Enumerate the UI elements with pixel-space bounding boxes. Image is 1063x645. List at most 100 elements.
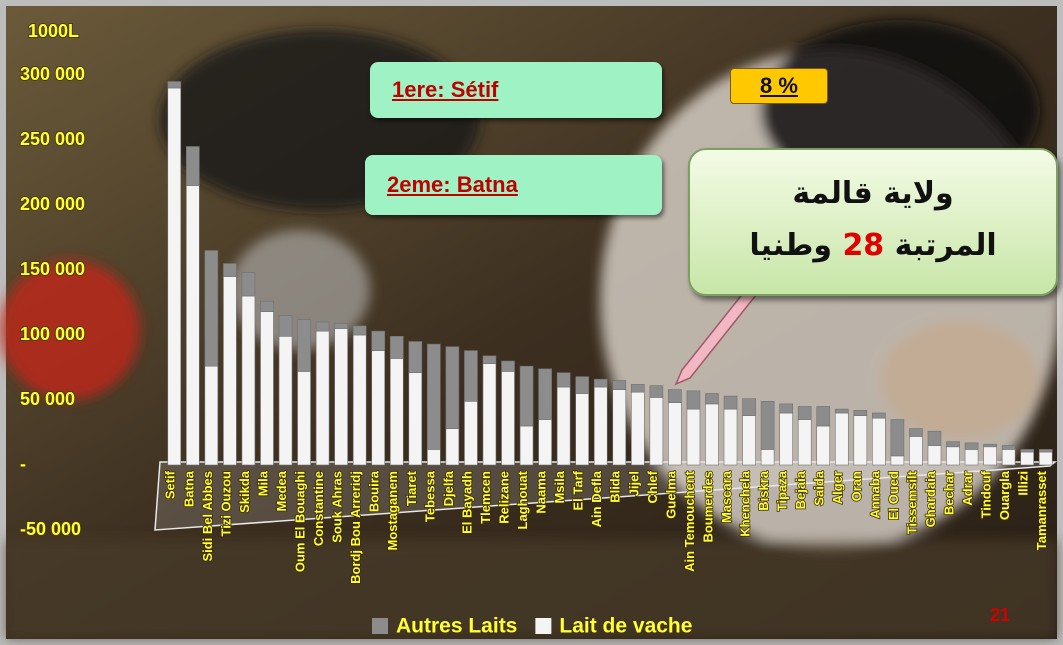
y-tick-label: -50 000 — [20, 519, 81, 539]
bar-segment — [297, 371, 311, 466]
bar-segment — [1038, 451, 1053, 466]
bar-segment — [1001, 445, 1016, 450]
bar-segment — [612, 389, 627, 466]
bar-segment — [445, 428, 460, 466]
bar-segment — [186, 146, 200, 186]
x-tick-label: Ouargla — [997, 470, 1012, 520]
x-tick-label: Tlemcen — [478, 471, 493, 524]
x-tick-label: Laghouat — [515, 470, 530, 529]
x-tick-label: Tamanrasset — [1034, 470, 1049, 550]
share-box: 8 % — [730, 68, 828, 104]
x-tick-label: Boumerdes — [700, 471, 715, 543]
bar-segment — [797, 419, 812, 466]
bar-segment — [519, 365, 534, 427]
x-tick-label: Tindouf — [979, 470, 994, 518]
bar-segment — [909, 436, 923, 466]
bar-segment — [389, 358, 404, 466]
y-tick-label: 100 000 — [20, 324, 85, 344]
bar-segment — [705, 403, 719, 466]
y-tick-label: - — [20, 454, 26, 474]
x-tick-label: Illizi — [1016, 471, 1031, 496]
bar-segment — [612, 380, 627, 390]
bar-segment — [315, 321, 330, 332]
callout-rank: 28 — [842, 228, 885, 263]
x-tick-label: Bechar — [941, 471, 956, 515]
bar-segment — [575, 393, 589, 466]
bar-segment — [964, 449, 979, 466]
bar-segment — [538, 368, 552, 420]
bar-segment — [723, 395, 738, 410]
x-tick-label: Biskra — [756, 470, 771, 511]
bar-segment — [575, 376, 589, 394]
bar-segment — [352, 334, 367, 466]
x-tick-label: Jijel — [626, 471, 641, 496]
x-tick-label: Tizi Ouzou — [218, 471, 233, 537]
bar-segment — [964, 442, 979, 450]
x-tick-label: Chlef — [645, 470, 660, 503]
callout-line2: المرتبة 28 وطنيا — [690, 220, 1056, 272]
bar-segment — [668, 389, 682, 403]
x-tick-label: Bejaia — [793, 470, 808, 509]
bar-segment — [946, 446, 960, 466]
bar-segment — [482, 363, 497, 466]
bar-segment — [223, 263, 237, 277]
x-tick-label: Sidi Bel Abbes — [200, 471, 215, 562]
x-tick-label: Mostaganem — [385, 471, 400, 550]
y-tick-label: 150 000 — [20, 259, 85, 279]
x-tick-label: El Tarf — [571, 470, 586, 510]
bar-segment — [834, 408, 849, 414]
bar-segment — [241, 295, 256, 466]
bar-segment — [167, 81, 182, 89]
y-tick-label: 200 000 — [20, 194, 85, 214]
bar-segment — [260, 300, 274, 312]
x-tick-label: Tissemsilt — [904, 470, 919, 534]
bar-segment — [742, 398, 756, 416]
callout-word: وطنيا — [749, 228, 832, 263]
bar-segment — [186, 185, 200, 466]
bar-segment — [760, 400, 775, 450]
bar-segment — [297, 319, 311, 372]
second-rank-box: 2eme: Batna — [365, 155, 662, 215]
bar-segment — [853, 410, 868, 416]
x-tick-label: Relizane — [496, 471, 511, 524]
x-tick-label: Oran — [849, 471, 864, 501]
bar-segment — [723, 408, 738, 466]
bar-segment — [167, 87, 182, 466]
bar-segment — [1038, 449, 1053, 453]
first-rank-box: 1ere: Sétif — [370, 62, 662, 118]
x-tick-label: Khenchela — [738, 470, 753, 537]
second-rank: 2eme: Batna — [387, 172, 518, 197]
x-tick-label: Adrar — [960, 471, 975, 506]
share: 8 % — [760, 73, 798, 98]
bar-segment — [927, 445, 942, 466]
bar-segment — [779, 412, 793, 466]
x-tick-label: El Bayadh — [459, 471, 474, 534]
x-tick-label: Batna — [181, 470, 196, 507]
bar-segment — [464, 350, 478, 402]
x-tick-label: Ghardaia — [923, 470, 938, 527]
bar-segment — [816, 406, 831, 427]
bar-segment — [686, 408, 701, 466]
first-rank: 1ere: Sétif — [392, 77, 499, 102]
bar-segment — [909, 428, 923, 437]
y-tick-label: 250 000 — [20, 129, 85, 149]
bar-segment — [983, 443, 997, 448]
bar-segment — [241, 272, 256, 297]
x-tick-label: Alger — [830, 471, 845, 504]
bar-segment — [742, 415, 756, 466]
x-tick-label: Saida — [812, 470, 827, 505]
x-tick-label: Tiaret — [404, 470, 419, 506]
bar-segment — [519, 425, 534, 466]
chart-floor — [154, 461, 1058, 531]
bar-segment — [872, 417, 886, 466]
bar-segment — [834, 412, 849, 466]
y-tick-label: 300 000 — [20, 64, 85, 84]
x-tick-label: Tipaza — [775, 470, 790, 511]
x-tick-label: Ain Defla — [589, 470, 604, 527]
bar-segment — [779, 403, 793, 414]
bar-segment — [389, 335, 404, 359]
bar-segment — [278, 315, 293, 337]
bar-segment — [1020, 449, 1034, 453]
bar-segment — [538, 419, 552, 466]
bar-segment — [501, 360, 515, 372]
